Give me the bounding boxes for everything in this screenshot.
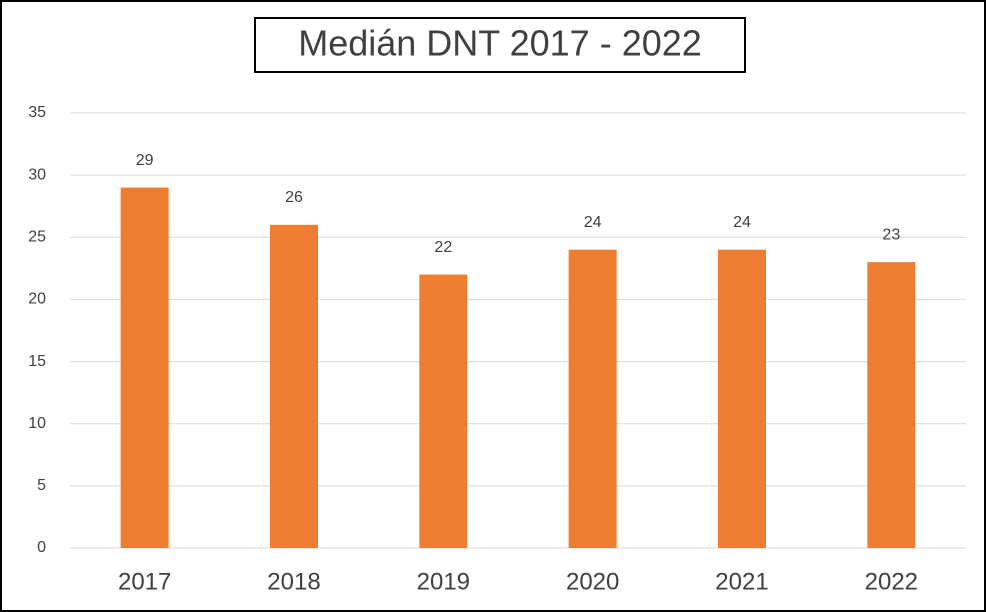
data-label: 26 [285, 189, 303, 206]
x-tick-label: 2019 [417, 568, 470, 595]
data-label: 24 [733, 214, 751, 231]
y-tick-label: 35 [28, 104, 46, 121]
title-box [254, 17, 746, 73]
x-tick-label: 2022 [865, 568, 918, 595]
data-label: 24 [584, 214, 602, 231]
bar [419, 274, 468, 548]
y-tick-label: 20 [28, 291, 46, 308]
bar [568, 249, 617, 548]
bar [270, 224, 318, 548]
data-label: 22 [434, 239, 452, 256]
x-tick-label: 2017 [118, 568, 171, 595]
bar [120, 187, 169, 549]
x-tick-label: 2021 [715, 568, 768, 595]
x-tick-label: 2018 [267, 568, 320, 595]
bar [718, 249, 766, 548]
x-tick-label: 2020 [566, 568, 619, 595]
data-label: 23 [882, 226, 900, 243]
bar [867, 262, 916, 548]
chart-title: Medián DNT 2017 - 2022 [298, 23, 702, 64]
data-label: 29 [136, 152, 154, 169]
y-tick-label: 30 [28, 166, 46, 183]
y-tick-label: 10 [28, 415, 46, 432]
y-tick-label: 15 [28, 353, 46, 370]
y-tick-label: 5 [37, 477, 46, 494]
y-tick-label: 25 [28, 229, 46, 246]
y-tick-label: 0 [37, 539, 46, 556]
